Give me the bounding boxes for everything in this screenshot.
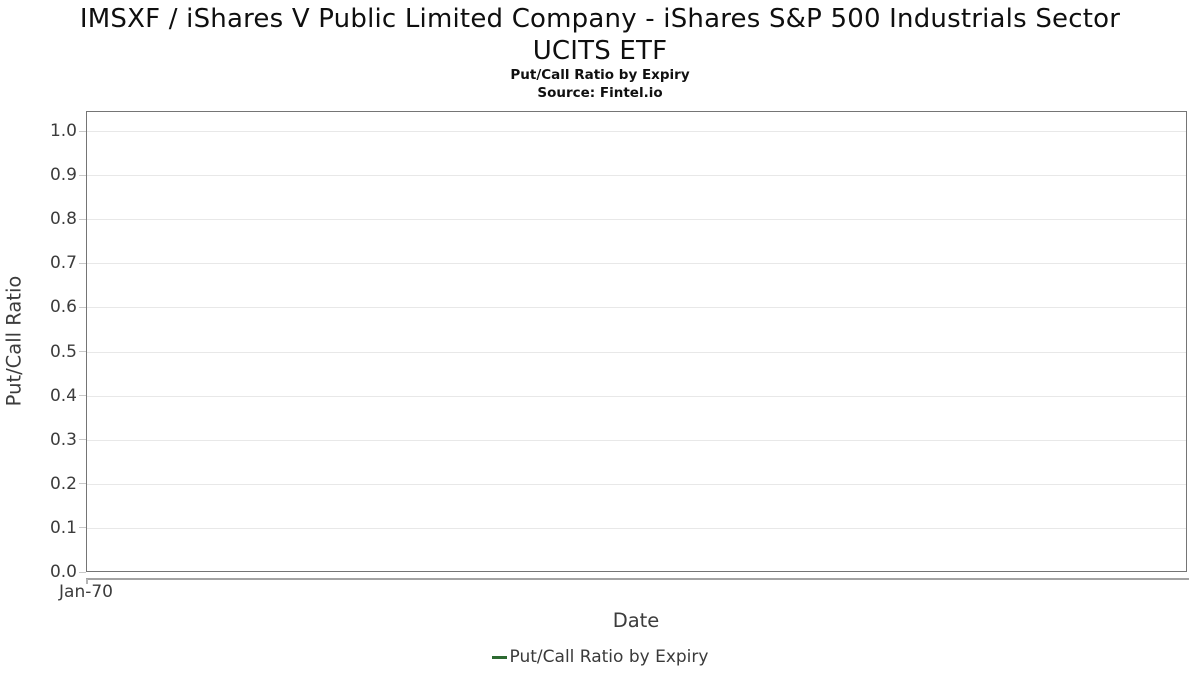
x-axis-label: Date [612, 609, 660, 632]
chart-source: Source: Fintel.io [537, 85, 663, 101]
x-axis-tick-label: Jan-70 [59, 582, 113, 602]
y-axis-tick-mark [79, 483, 86, 485]
gridline [87, 219, 1186, 221]
y-axis-tick-mark [79, 218, 86, 220]
y-axis-tick-mark [79, 262, 86, 264]
y-axis-tick-label: 0.2 [49, 473, 77, 494]
y-axis-tick-mark [79, 527, 86, 529]
y-axis-tick-label: 0.7 [49, 253, 77, 274]
gridline [87, 351, 1186, 353]
y-axis-tick-label: 0.8 [49, 209, 77, 230]
page-title: IMSXF / iShares V Public Limited Company… [0, 3, 1200, 67]
y-axis-tick-label: 0.0 [49, 562, 77, 582]
y-axis-tick-label: 0.3 [49, 429, 77, 450]
y-axis-tick-mark [79, 130, 86, 132]
y-axis-tick-label: 0.1 [49, 517, 77, 538]
gridline [87, 395, 1186, 397]
y-axis-tick-mark [79, 439, 86, 441]
chart-subtitle: Put/Call Ratio by Expiry [510, 67, 690, 83]
gridline [87, 483, 1186, 485]
y-axis-tick-mark [79, 395, 86, 397]
y-axis-tick-label: 1.0 [49, 121, 77, 141]
gridline [87, 527, 1186, 529]
y-axis-tick-label: 0.6 [49, 297, 77, 318]
legend: Put/Call Ratio by Expiry [0, 647, 1200, 667]
y-axis-tick-mark [79, 351, 86, 352]
y-axis-tick-label: 0.5 [49, 341, 77, 362]
x-axis-tick-mark [86, 579, 88, 584]
gridline [87, 307, 1186, 309]
y-axis-label: Put/Call Ratio [2, 275, 26, 407]
y-axis-tick-mark [79, 306, 86, 308]
gridline [87, 175, 1186, 177]
y-axis-tick-mark [79, 174, 86, 176]
x-axis-line [86, 578, 1189, 580]
legend-label: Put/Call Ratio by Expiry [509, 647, 709, 667]
gridline [87, 439, 1186, 441]
page-title-line1: IMSXF / iShares V Public Limited Company… [79, 4, 1121, 34]
plot-area [86, 111, 1187, 572]
gridline [87, 263, 1186, 265]
gridline [87, 131, 1186, 132]
y-axis-tick-label: 0.4 [49, 385, 77, 406]
legend-line-marker [491, 655, 507, 659]
page-title-line2: UCITS ETF [532, 36, 668, 66]
y-axis-tick-label: 0.9 [49, 165, 77, 186]
y-axis-tick-mark [79, 571, 86, 573]
